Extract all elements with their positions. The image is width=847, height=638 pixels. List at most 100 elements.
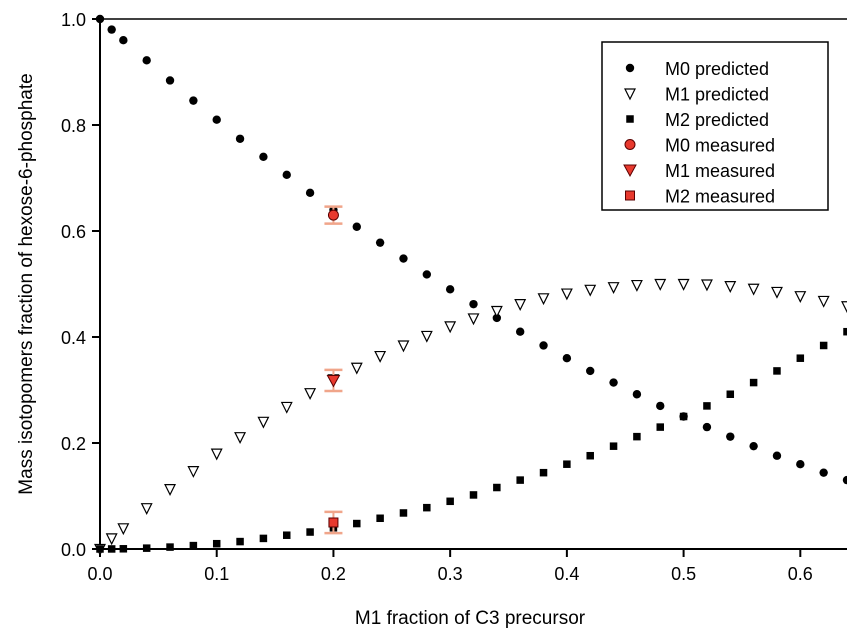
data-point [607, 282, 620, 295]
data-point [773, 367, 781, 375]
series-m2-measured [324, 510, 343, 535]
data-point [586, 451, 594, 460]
data-point [423, 503, 431, 512]
data-point [702, 422, 712, 432]
legend-marker [623, 164, 637, 178]
legend-label: M2 predicted [665, 110, 769, 130]
data-point [305, 188, 315, 198]
data-point [96, 545, 104, 553]
data-point [399, 509, 408, 517]
data-point [469, 299, 478, 309]
data-point [703, 402, 711, 410]
legend-label: M1 measured [665, 161, 775, 181]
data-point [724, 281, 737, 293]
data-point [747, 283, 760, 296]
data-point [374, 350, 387, 363]
data-point [469, 491, 478, 499]
data-point [726, 432, 735, 441]
x-ticks: 0.0 0.1 0.2 0.3 0.4 0.5 0.6 [87, 549, 813, 584]
series-m0-measured [324, 205, 343, 225]
data-point [420, 330, 433, 343]
data-point [539, 341, 548, 350]
data-point [376, 514, 384, 523]
y-tick-label: 1.0 [61, 10, 86, 30]
data-point [516, 476, 524, 484]
legend-label: M2 measured [665, 187, 775, 207]
data-point [726, 390, 735, 398]
data-point [304, 388, 317, 401]
data-point [399, 254, 408, 263]
data-point [679, 412, 688, 421]
x-tick-label: 0.2 [321, 564, 346, 584]
data-point [560, 288, 573, 301]
data-point [257, 416, 270, 429]
data-point [283, 531, 291, 539]
data-point [189, 541, 198, 550]
data-point [212, 539, 221, 548]
data-point [189, 96, 198, 105]
data-point [609, 442, 618, 450]
series-m1-predicted [94, 278, 847, 556]
data-point [235, 134, 245, 143]
plot-series [94, 14, 847, 556]
legend-marker [626, 115, 634, 123]
x-tick-label: 0.5 [671, 564, 696, 584]
data-point [234, 432, 247, 445]
series-m1-measured [324, 368, 343, 393]
y-tick-label: 0.0 [61, 540, 86, 560]
data-point [282, 170, 291, 180]
data-point [212, 115, 221, 124]
data-point [749, 441, 758, 451]
data-point [327, 209, 339, 221]
data-point [444, 321, 457, 334]
data-point [445, 285, 455, 294]
data-point [515, 327, 525, 336]
legend-marker [624, 88, 636, 101]
data-point [446, 497, 454, 506]
y-tick-label: 0.2 [61, 434, 86, 454]
legend-label: M0 measured [665, 136, 775, 156]
axes [99, 18, 847, 550]
data-point [492, 313, 502, 323]
data-point [259, 152, 268, 161]
data-point [796, 460, 805, 469]
data-point [817, 295, 830, 308]
data-point [537, 293, 550, 306]
data-point [140, 503, 153, 516]
data-point [467, 313, 480, 326]
legend-marker [625, 63, 635, 73]
y-axis-title: Mass isotopomers fraction of hexose-6-ph… [16, 73, 37, 494]
data-point [350, 362, 363, 375]
data-point [677, 278, 690, 291]
legend-label: M0 predicted [665, 59, 769, 79]
data-point [772, 451, 782, 460]
data-point [794, 291, 807, 304]
data-point [514, 299, 527, 311]
data-point [166, 543, 174, 551]
data-point [280, 401, 293, 414]
legend: M0 predicted M1 predicted M2 predicted M0 m… [601, 41, 829, 211]
data-point [95, 14, 105, 24]
data-point [142, 544, 151, 552]
data-point [105, 533, 118, 546]
data-point [562, 354, 572, 363]
y-tick-label: 0.6 [61, 222, 86, 242]
data-point [749, 378, 758, 387]
legend-marker [624, 139, 636, 150]
data-point [397, 340, 410, 353]
data-point [236, 537, 244, 546]
y-tick-label: 0.8 [61, 116, 86, 136]
data-point [632, 390, 642, 399]
data-point [842, 475, 847, 485]
data-point [819, 468, 828, 477]
data-point [819, 341, 828, 350]
x-tick-label: 0.1 [204, 564, 229, 584]
data-point [700, 279, 713, 292]
data-point [187, 465, 200, 478]
data-point [164, 484, 177, 496]
x-axis-title: M1 fraction of C3 precursor [355, 608, 586, 629]
data-point [584, 284, 597, 297]
data-point [107, 545, 116, 553]
data-point [563, 460, 571, 468]
